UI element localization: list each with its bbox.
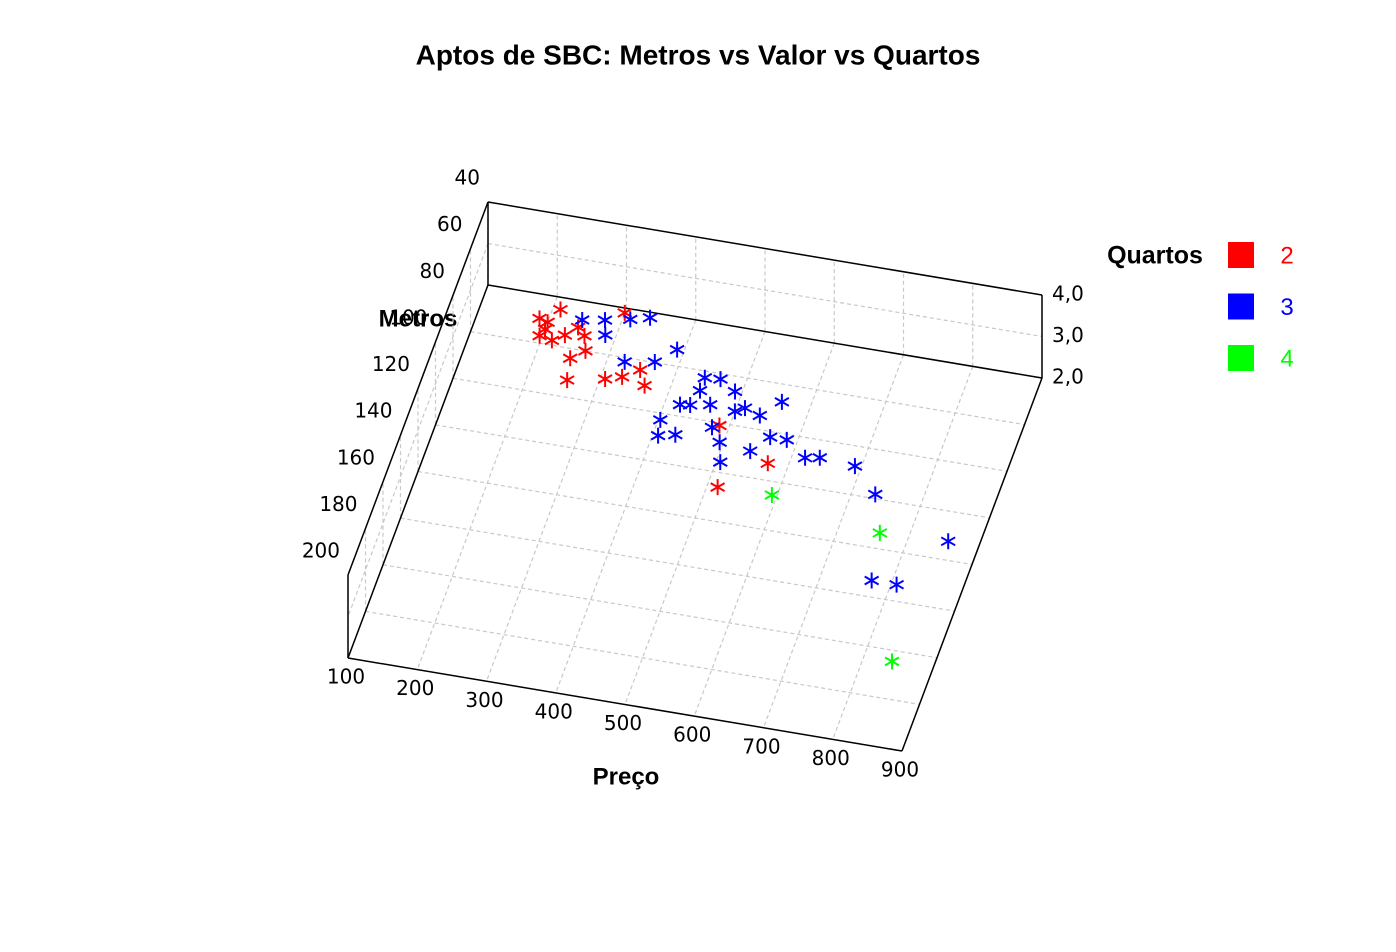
data-point [737,400,753,417]
data-point [697,369,713,386]
z-tick-label: 4,0 [1052,282,1084,306]
data-point [544,332,560,349]
box-edge [487,284,1043,379]
data-point [647,353,663,370]
data-point [812,449,828,466]
legend-swatch [1228,345,1254,371]
data-point [574,312,590,329]
data-point [553,301,568,318]
data-point [667,426,683,443]
data-point [597,327,613,344]
data-point [692,382,708,399]
y-tick-label: 120 [372,352,410,376]
data-point [797,449,813,466]
data-point [864,572,880,589]
x-tick-label: 400 [535,699,573,723]
x-tick-label: 600 [673,723,711,747]
data-point [642,309,658,326]
data-point [712,454,728,471]
data-point [637,377,653,394]
x-tick-label: 700 [742,734,780,758]
data-point [872,524,888,541]
data-point [597,371,613,388]
data-point [559,372,575,389]
floor-grid-line [452,377,1008,472]
x-tick-label: 300 [465,688,503,712]
z-tick-label: 2,0 [1052,365,1084,389]
data-point [713,371,728,388]
legend-label: 4 [1280,345,1293,372]
y-tick-label: 80 [420,259,445,283]
data-point [712,434,728,451]
data-point [632,362,648,379]
data-point [557,327,573,344]
box-edge [901,377,1043,752]
y-tick-label: 60 [437,212,462,236]
x-axis-title: Preço [593,763,660,790]
y-tick-label: 140 [354,399,392,423]
data-point [652,411,668,428]
x-tick-label: 500 [604,711,642,735]
x-tick-label: 900 [881,758,919,782]
box-edge [347,201,489,576]
y-tick-label: 200 [302,539,340,563]
legend-label: 3 [1280,294,1293,321]
data-point [597,312,613,329]
data-point [727,383,743,400]
data-point [884,653,900,670]
data-point [764,486,780,503]
data-point [562,350,578,367]
data-point [847,458,863,475]
y-tick-label: 100 [389,305,427,329]
data-point [774,393,790,410]
x-tick-label: 100 [327,665,365,689]
data-point [650,427,666,444]
data-point [577,342,593,359]
floor-grid-line [435,424,990,519]
floor-grid-line [470,331,1025,426]
x-tick-label: 800 [812,746,850,770]
data-point [710,479,726,496]
data-point [682,397,698,414]
data-point [727,403,743,420]
z-tick-label: 3,0 [1052,323,1084,347]
legend-swatch [1228,242,1254,268]
box-edge [347,284,489,659]
data-point [617,353,633,370]
data-point [672,396,688,413]
data-point [540,314,556,331]
data-point [867,486,883,503]
back-wall-grid-line [487,242,1043,338]
data-point [760,455,776,472]
legend-swatch [1228,293,1254,320]
floor-grid-line [417,470,973,566]
floor-grid-line [400,517,955,612]
box-edge [487,201,1043,296]
data-point [779,431,795,448]
x-tick-label: 200 [396,676,434,700]
data-point [532,327,548,344]
data-point [742,443,758,460]
legend-label: 2 [1280,242,1293,269]
box-edge [347,657,903,752]
data-point [940,533,956,550]
data-point [889,576,905,593]
legend-title: Quartos [1107,242,1203,270]
y-tick-label: 40 [455,166,480,190]
data-point [702,396,718,413]
data-point [752,407,768,424]
y-tick-label: 160 [337,445,375,469]
data-point [622,311,638,328]
data-point [614,368,630,385]
data-point [669,341,685,358]
data-point [762,429,778,446]
floor-grid-line [365,610,920,705]
floor-grid-line [382,564,938,659]
data-point [704,419,720,436]
y-tick-label: 180 [319,492,357,516]
chart-title: Aptos de SBC: Metros vs Valor vs Quartos [416,39,981,70]
side-wall-grid-line [347,243,489,617]
